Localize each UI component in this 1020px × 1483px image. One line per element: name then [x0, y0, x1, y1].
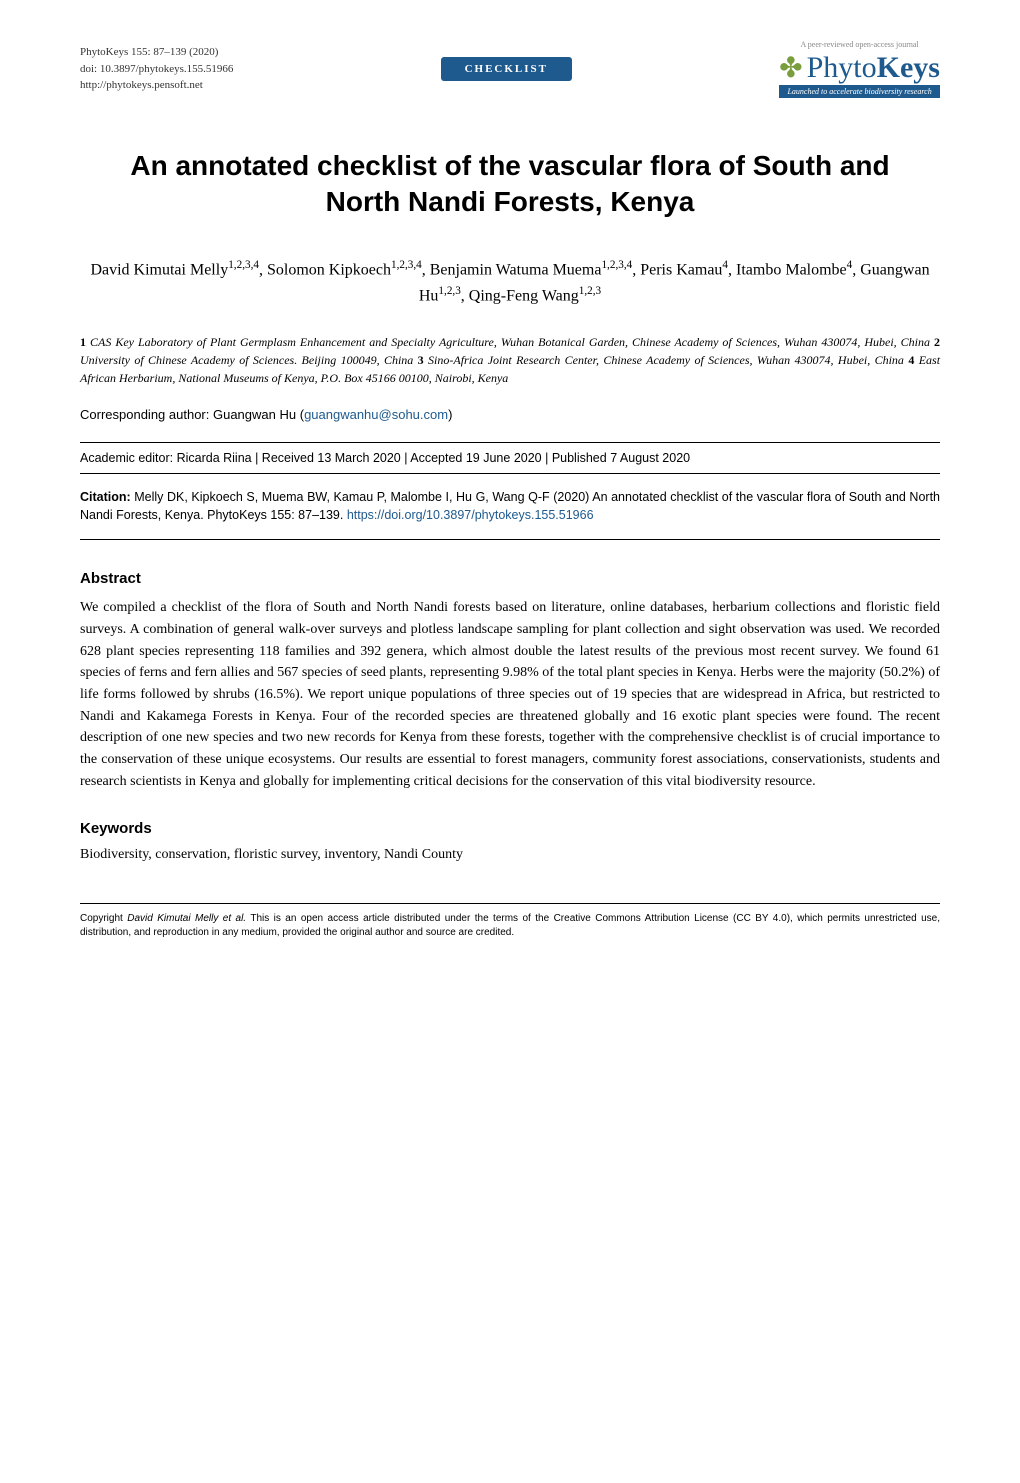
keywords-text: Biodiversity, conservation, floristic su… [80, 847, 940, 863]
copyright-holder: David Kimutai Melly et al. [127, 913, 246, 924]
citation-label: Citation: [80, 490, 131, 504]
journal-info: PhytoKeys 155: 87–139 (2020) doi: 10.389… [80, 44, 233, 94]
abstract-heading: Abstract [80, 570, 940, 587]
journal-url[interactable]: http://phytokeys.pensoft.net [80, 77, 233, 94]
aff-number-4: 4 [908, 353, 918, 367]
oa-badge-row: A peer-reviewed open-access journal [800, 40, 918, 49]
corresponding-author: Corresponding author: Guangwan Hu (guang… [80, 407, 940, 422]
logo-row: ✤ PhytoKeys [779, 51, 940, 85]
affiliation-2: University of Chinese Academy of Science… [80, 353, 413, 367]
copyright-footer: Copyright David Kimutai Melly et al. Thi… [80, 903, 940, 940]
authors-list: David Kimutai Melly1,2,3,4, Solomon Kipk… [80, 257, 940, 309]
affiliations: 1 CAS Key Laboratory of Plant Germplasm … [80, 333, 940, 387]
corresponding-email[interactable]: guangwanhu@sohu.com [304, 407, 448, 422]
aff-number-1: 1 [80, 335, 90, 349]
citation-doi-link[interactable]: https://doi.org/10.3897/phytokeys.155.51… [347, 508, 594, 522]
corresponding-name: Guangwan Hu [213, 407, 296, 422]
article-title: An annotated checklist of the vascular f… [120, 148, 900, 221]
affiliation-1: CAS Key Laboratory of Plant Germplasm En… [90, 335, 930, 349]
editor-dates-row: Academic editor: Ricarda Riina | Receive… [80, 442, 940, 474]
logo-text: PhytoKeys [807, 51, 940, 85]
logo-suffix: Keys [877, 51, 940, 84]
journal-citation: PhytoKeys 155: 87–139 (2020) [80, 44, 233, 61]
clover-icon: ✤ [779, 51, 802, 85]
article-type-badge: CHECKLIST [441, 57, 572, 81]
oa-badge-text: A peer-reviewed open-access journal [800, 40, 918, 49]
journal-doi: doi: 10.3897/phytokeys.155.51966 [80, 61, 233, 78]
logo-tagline: Launched to accelerate biodiversity rese… [779, 85, 939, 98]
aff-number-3: 3 [418, 353, 428, 367]
affiliation-3: Sino-Africa Joint Research Center, Chine… [428, 353, 904, 367]
citation-block: Citation: Melly DK, Kipkoech S, Muema BW… [80, 488, 940, 541]
logo-prefix: Phyto [807, 51, 877, 84]
copyright-prefix: Copyright [80, 913, 127, 924]
journal-logo: A peer-reviewed open-access journal ✤ Ph… [779, 40, 940, 98]
abstract-text: We compiled a checklist of the flora of … [80, 597, 940, 792]
header-row: PhytoKeys 155: 87–139 (2020) doi: 10.389… [80, 40, 940, 98]
aff-number-2: 2 [934, 335, 940, 349]
corresponding-label: Corresponding author: [80, 407, 209, 422]
keywords-heading: Keywords [80, 820, 940, 837]
